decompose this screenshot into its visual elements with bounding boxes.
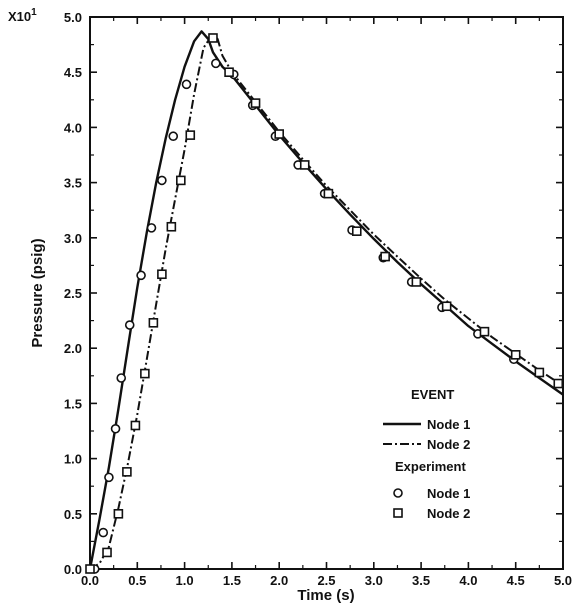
experiment-node2-point [553, 378, 564, 389]
y-tick-labels: 0.0 0.5 1.0 1.5 2.0 2.5 3.0 3.5 4.0 4.5 5.0 [64, 10, 82, 577]
legend-label-event-node2: Node 2 [427, 437, 470, 452]
experiment-node1-point [157, 175, 167, 186]
experiment-node2-point [208, 33, 218, 43]
y-tick-label: 0.0 [64, 562, 82, 577]
experiment-node1-point [168, 131, 179, 142]
experiment-node2-point [323, 188, 334, 199]
experiment-node2-point [250, 98, 261, 108]
series-lines [88, 30, 564, 570]
x-tick-label: 0.0 [81, 573, 99, 588]
experiment-node2-point [113, 508, 124, 519]
experiment-node2-point [166, 221, 177, 232]
y-tick-label: 2.5 [64, 286, 82, 301]
experiment-node2-point [510, 350, 521, 360]
y-tick-label: 4.0 [64, 120, 82, 135]
experiment-node2-point [274, 129, 285, 139]
experiment-node1-point [136, 270, 146, 281]
legend-title-experiment: Experiment [395, 459, 466, 474]
x-tick-label: 2.0 [270, 573, 288, 588]
experiment-node2-point [122, 467, 132, 477]
series-line-event-node1 [88, 30, 564, 570]
x-axis-title: Time (s) [297, 587, 354, 604]
experiment-node2-point [102, 547, 112, 558]
y-tick-label: 2.0 [64, 341, 82, 356]
x-tick-label: 0.5 [128, 573, 146, 588]
experiment-node2-point [479, 326, 490, 337]
x-tick-label: 1.5 [223, 573, 241, 588]
experiment-node2-point [380, 251, 390, 262]
x-tick-label: 4.5 [507, 573, 525, 588]
x-tick-label: 3.0 [365, 573, 383, 588]
experiment-node1-point [211, 58, 221, 69]
legend-label-exp-node2: Node 2 [427, 506, 470, 521]
y-tick-label: 3.5 [64, 176, 82, 191]
experiment-node1-point [104, 472, 114, 483]
legend-label-exp-node1: Node 1 [427, 486, 470, 501]
x-tick-label: 4.0 [459, 573, 477, 588]
y-tick-label: 5.0 [64, 10, 82, 25]
legend-label-event-node1: Node 1 [427, 417, 470, 432]
experiment-node1-point [110, 423, 121, 434]
plot-frame [89, 16, 564, 570]
x-tick-labels: 0.0 0.5 1.0 1.5 2.0 2.5 3.0 3.5 4.0 4.5 5.0 [81, 573, 572, 588]
experiment-node2-point [351, 226, 362, 236]
legend: EVENT Node 1 Node 2 Experiment Node 1 No… [383, 387, 470, 521]
x-tick-label: 5.0 [554, 573, 572, 588]
experiment-node2-point [148, 318, 159, 328]
experiment-node1-point [116, 373, 127, 383]
y-tick-label: 1.5 [64, 396, 82, 411]
experiment-markers [85, 33, 564, 574]
experiment-node2-point [299, 160, 310, 170]
y-tick-label: 0.5 [64, 507, 82, 522]
series-line-event-node2 [89, 32, 564, 570]
experiment-node2-point [185, 130, 196, 140]
x-tick-label: 1.0 [176, 573, 194, 588]
experiment-node2-point [157, 269, 167, 280]
legend-square-marker [393, 508, 403, 518]
experiment-node2-point [130, 420, 141, 431]
experiment-node1-point [98, 527, 109, 538]
experiment-node1-point [181, 79, 192, 90]
experiment-node2-point [140, 368, 150, 379]
tick-marks [89, 16, 564, 570]
experiment-node2-point [534, 367, 545, 378]
y-tick-label: 1.0 [64, 452, 82, 467]
experiment-node2-point [411, 277, 422, 287]
legend-circle-marker [393, 488, 403, 498]
experiment-node2-point [85, 564, 95, 574]
legend-title-event: EVENT [411, 387, 454, 402]
x-tick-label: 3.5 [412, 573, 430, 588]
y-tick-label: 3.0 [64, 231, 82, 246]
y-axis-title: Pressure (psig) [29, 238, 46, 347]
experiment-node2-point [441, 301, 452, 312]
experiment-node1-point [124, 320, 135, 330]
experiment-node1-point [146, 223, 157, 233]
y-tick-label: 4.5 [64, 65, 82, 80]
experiment-node2-point [176, 175, 186, 186]
x-tick-label: 2.5 [317, 573, 335, 588]
y-multiplier: X101 [8, 7, 37, 24]
experiment-node2-point [224, 67, 234, 77]
